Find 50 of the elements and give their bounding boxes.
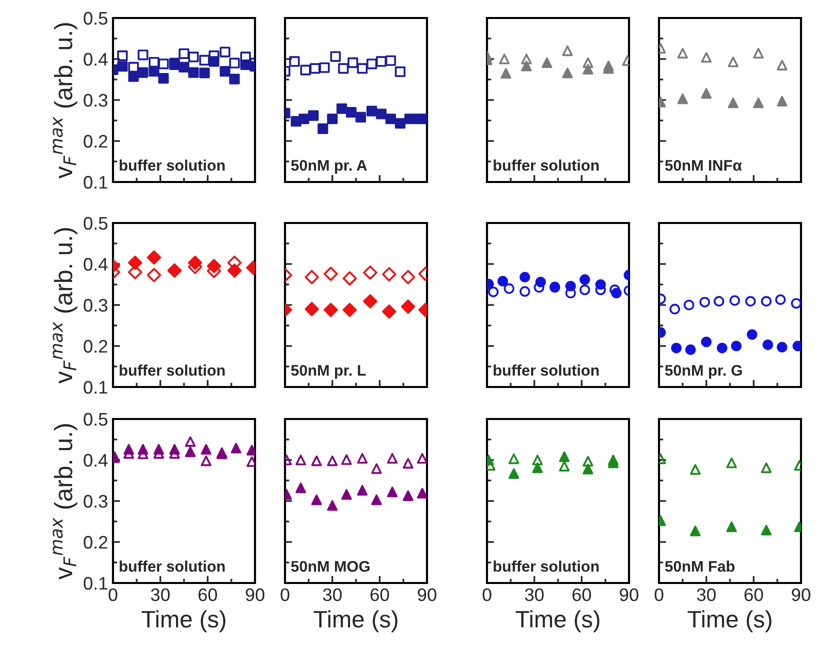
x-axis-title: Time (s) — [142, 610, 226, 632]
y-tick-label: 0.4 — [84, 454, 108, 467]
y-tick-label: 0.3 — [84, 94, 108, 107]
annotation: buffer solution — [120, 560, 225, 572]
y-tick-label: 0.1 — [84, 380, 108, 394]
y-tick-label: 0.3 — [84, 494, 108, 508]
y-tick-label: 0.3 — [84, 298, 108, 312]
x-axis-title: Time (s) — [314, 610, 398, 632]
y-tick-label: 0.2 — [84, 134, 108, 148]
y-tick-label: 0.4 — [84, 52, 108, 66]
y-tick-label: 0.5 — [84, 12, 108, 25]
annotation: 50nM INFα — [665, 160, 742, 171]
x-tick-label: 30 — [150, 588, 170, 602]
y-tick-label: 0.5 — [84, 412, 108, 426]
y-tick-label: 0.2 — [84, 536, 108, 549]
annotation: buffer solution — [494, 160, 599, 171]
x-tick-label: 60 — [572, 588, 592, 602]
y-tick-label: 0.5 — [84, 216, 108, 230]
y-tick-label: 0.1 — [84, 576, 108, 590]
y-tick-label: 0.1 — [84, 176, 108, 189]
annotation: buffer solution — [494, 364, 599, 376]
y-axis-title: v$_{F}$$^{max}$ (arb. u.) — [52, 228, 78, 384]
x-tick-label: 0 — [482, 588, 492, 602]
annotation: 50nM Fab — [665, 560, 735, 572]
x-axis-title: Time (s) — [516, 610, 600, 632]
annotation: 50nM pr. G — [665, 364, 742, 379]
x-tick-label: 60 — [198, 588, 218, 602]
y-tick-label: 0.4 — [84, 258, 108, 271]
x-tick-label: 30 — [322, 588, 342, 602]
x-tick-label: 90 — [246, 588, 264, 602]
annotation: 50nM pr. L — [291, 364, 366, 379]
x-tick-label: 0 — [108, 588, 118, 602]
y-tick-label: 0.2 — [84, 340, 108, 353]
annotation: buffer solution — [494, 560, 599, 572]
annotation: 50nM MOG — [291, 560, 370, 572]
y-axis-title: v$_{F}$$^{max}$ (arb. u.) — [52, 424, 78, 580]
annotation: buffer solution — [120, 160, 225, 171]
x-tick-label: 30 — [524, 588, 544, 602]
x-tick-label: 60 — [744, 588, 764, 602]
y-axis-title: v$_{F}$$^{max}$ (arb. u.) — [52, 23, 78, 179]
x-tick-label: 90 — [620, 588, 638, 602]
x-tick-label: 0 — [654, 588, 664, 602]
x-tick-label: 60 — [370, 588, 390, 602]
x-axis-title: Time (s) — [688, 610, 772, 632]
annotation: buffer solution — [120, 364, 225, 376]
x-tick-label: 0 — [280, 588, 290, 602]
x-tick-label: 30 — [696, 588, 716, 602]
annotation: 50nM pr. A — [291, 160, 367, 174]
x-tick-label: 90 — [792, 588, 810, 602]
x-tick-label: 90 — [418, 588, 436, 602]
